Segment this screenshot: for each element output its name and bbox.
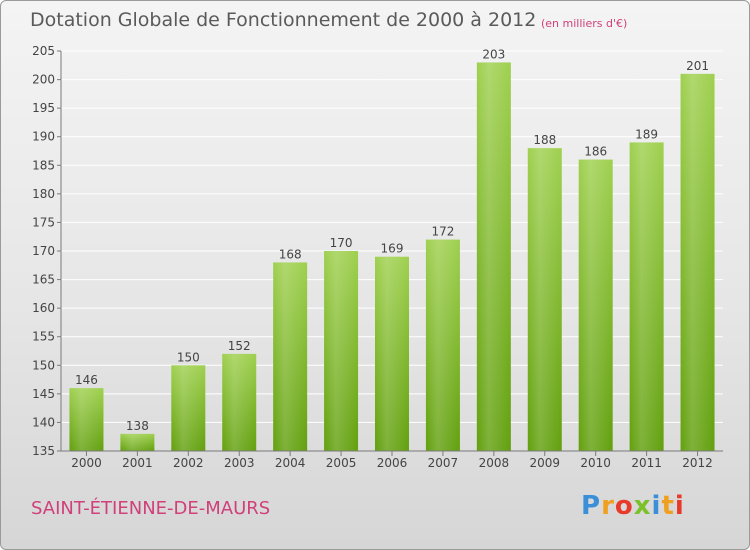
x-tick-label: 2007	[428, 456, 459, 470]
y-tick-label: 165	[32, 273, 55, 287]
axes: 135 140 145 150 155 160 165 170 175 180 185 190 195 2…	[32, 44, 723, 470]
y-tick-label: 155	[32, 330, 55, 344]
bar-highlight	[629, 142, 664, 451]
bars: 146 138 150 152 168 170 169 172 203 188 186 189 201	[69, 47, 715, 452]
bar-highlight	[120, 433, 155, 451]
x-tick-label: 2009	[529, 456, 560, 470]
y-tick-label: 160	[32, 301, 55, 315]
x-tick-label: 2001	[122, 456, 153, 470]
commune-name: SAINT-ÉTIENNE-DE-MAURS	[31, 498, 271, 519]
x-tick-label: 2003	[224, 456, 255, 470]
bar-highlight	[324, 251, 359, 451]
data-label: 146	[75, 373, 98, 387]
bar-highlight	[222, 353, 257, 451]
y-tick-label: 140	[32, 415, 55, 429]
y-tick-label: 205	[32, 44, 55, 58]
data-label: 189	[635, 127, 658, 141]
x-tick-label: 2008	[479, 456, 510, 470]
data-label: 150	[177, 350, 200, 364]
x-tick-label: 2010	[580, 456, 611, 470]
logo-letter: x	[633, 491, 652, 521]
x-tick-label: 2011	[631, 456, 662, 470]
bar-highlight	[680, 73, 715, 451]
data-label: 172	[431, 225, 454, 239]
x-tick-label: 2006	[377, 456, 408, 470]
data-label: 201	[686, 59, 709, 73]
data-label: 168	[279, 247, 302, 261]
logo-letter: r	[601, 491, 615, 521]
x-tick-label: 2012	[682, 456, 713, 470]
y-tick-label: 145	[32, 387, 55, 401]
x-tick-label: 2004	[275, 456, 306, 470]
y-tick-label: 200	[32, 73, 55, 87]
x-tick-label: 2002	[173, 456, 204, 470]
bar-highlight	[171, 365, 206, 451]
y-tick-label: 170	[32, 244, 55, 258]
bar-highlight	[578, 159, 613, 452]
y-tick-label: 185	[32, 158, 55, 172]
bar-highlight	[273, 262, 308, 451]
data-label: 169	[381, 242, 404, 256]
data-label: 170	[330, 236, 353, 250]
x-tick-label: 2000	[71, 456, 102, 470]
data-label: 203	[482, 47, 505, 61]
y-tick-label: 190	[32, 130, 55, 144]
bar-highlight	[527, 148, 562, 451]
logo-letter: i	[674, 491, 685, 521]
y-tick-label: 135	[32, 444, 55, 458]
chart-title: Dotation Globale de Fonctionnement de 20…	[30, 9, 537, 31]
logo-letter: o	[614, 491, 634, 521]
bar-highlight	[425, 239, 460, 451]
data-label: 186	[584, 145, 607, 159]
logo-letter: i	[651, 491, 662, 521]
logo-letter: t	[661, 491, 675, 521]
y-tick-label: 195	[32, 101, 55, 115]
y-tick-label: 175	[32, 215, 55, 229]
logo-letter: P	[581, 491, 602, 521]
y-tick-label: 180	[32, 187, 55, 201]
y-tick-label: 150	[32, 358, 55, 372]
bar-highlight	[69, 388, 104, 451]
data-label: 138	[126, 419, 149, 433]
chart-unit-note: (en milliers d'€)	[541, 17, 628, 30]
x-tick-label: 2005	[326, 456, 357, 470]
data-label: 188	[533, 133, 556, 147]
bar-highlight	[476, 62, 511, 452]
proxiti-logo[interactable]: Proxiti	[581, 491, 685, 521]
data-label: 152	[228, 339, 251, 353]
bar-highlight	[375, 256, 409, 451]
